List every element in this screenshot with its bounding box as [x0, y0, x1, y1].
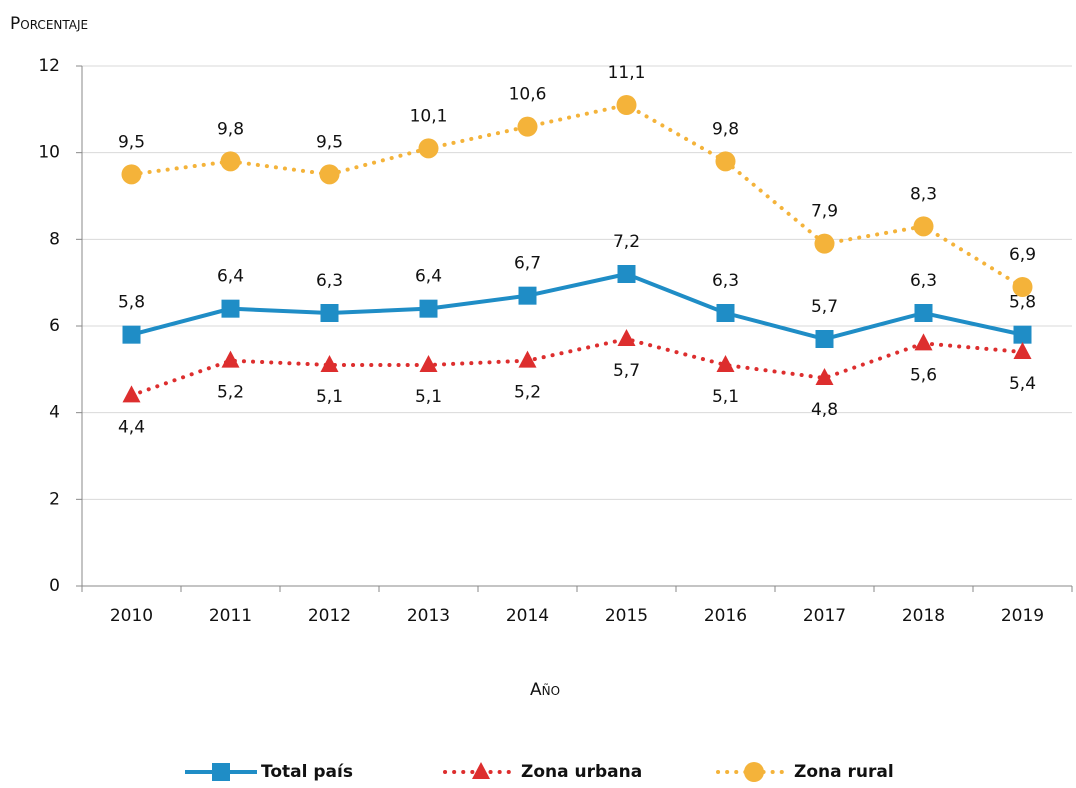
data-label: 5,6 — [910, 365, 937, 385]
x-tick-label: 2010 — [110, 606, 153, 626]
data-label: 5,8 — [118, 293, 145, 313]
data-label: 6,3 — [712, 271, 739, 291]
y-tick-label: 10 — [38, 143, 60, 163]
point — [319, 164, 340, 185]
data-label: 4,8 — [811, 400, 838, 420]
point — [1013, 325, 1032, 344]
data-label: 6,4 — [217, 267, 244, 287]
y-tick-label: 2 — [49, 489, 60, 509]
point — [517, 116, 538, 137]
point — [419, 299, 438, 318]
point — [716, 355, 735, 372]
point — [122, 325, 141, 344]
point — [914, 304, 933, 322]
legend-label: Zona urbana — [521, 762, 642, 782]
data-label: 5,4 — [1009, 374, 1036, 394]
legend-marker — [744, 762, 764, 782]
data-label: 9,5 — [316, 132, 343, 152]
data-label: 9,8 — [712, 119, 739, 139]
data-label: 6,3 — [910, 271, 937, 291]
x-tick-label: 2011 — [209, 606, 252, 626]
data-label: 10,6 — [509, 85, 547, 105]
point — [220, 151, 241, 172]
data-label: 5,7 — [811, 297, 838, 317]
y-tick-label: 0 — [49, 576, 60, 596]
point — [122, 385, 141, 403]
point — [913, 216, 934, 237]
x-tick-label: 2014 — [506, 606, 549, 626]
x-tick-label: 2013 — [407, 606, 450, 626]
data-label: 9,5 — [118, 132, 145, 152]
y-axis-label: Porcentaje — [10, 14, 88, 34]
data-label: 6,9 — [1009, 245, 1036, 265]
x-tick-label: 2018 — [902, 606, 945, 626]
point — [221, 350, 240, 368]
y-tick-label: 4 — [49, 403, 60, 423]
series-line — [129, 102, 1025, 289]
data-label: 10,1 — [410, 106, 448, 126]
legend-marker — [212, 763, 230, 781]
x-axis-label: Año — [530, 680, 560, 700]
data-label: 11,1 — [608, 63, 646, 83]
point — [815, 330, 834, 348]
point — [617, 329, 636, 346]
point — [1013, 342, 1032, 359]
data-label: 5,8 — [1009, 293, 1036, 313]
point — [121, 164, 142, 185]
point — [815, 368, 834, 385]
data-label: 5,1 — [712, 387, 739, 407]
data-label: 4,4 — [118, 417, 145, 437]
legend-label: Total país — [261, 762, 353, 782]
point — [616, 95, 637, 115]
y-tick-label: 8 — [49, 229, 60, 249]
point — [715, 151, 736, 172]
point — [518, 350, 537, 368]
legend-label: Zona rural — [794, 762, 894, 782]
data-label: 6,7 — [514, 254, 541, 274]
point — [418, 138, 439, 159]
data-label: 5,1 — [316, 387, 343, 407]
series-line — [130, 271, 1023, 342]
data-label: 7,9 — [811, 202, 838, 222]
data-label: 5,2 — [514, 383, 541, 403]
data-label: 7,2 — [613, 232, 640, 252]
point — [814, 233, 835, 254]
x-tick-label: 2019 — [1001, 606, 1044, 626]
point — [320, 355, 339, 372]
data-label: 8,3 — [910, 184, 937, 204]
point — [716, 304, 735, 322]
legend-marker — [472, 762, 490, 779]
x-tick-label: 2016 — [704, 606, 747, 626]
point — [1012, 277, 1033, 297]
point — [419, 355, 438, 372]
x-tick-label: 2012 — [308, 606, 351, 626]
point — [914, 333, 933, 351]
data-label: 5,1 — [415, 387, 442, 407]
data-label: 6,4 — [415, 267, 442, 287]
data-label: 5,2 — [217, 383, 244, 403]
series-line — [129, 336, 1025, 398]
x-tick-label: 2015 — [605, 606, 648, 626]
point — [617, 265, 636, 283]
data-label: 5,7 — [613, 361, 640, 381]
point — [320, 304, 339, 322]
data-label: 9,8 — [217, 119, 244, 139]
data-label: 6,3 — [316, 271, 343, 291]
x-tick-label: 2017 — [803, 606, 846, 626]
point — [221, 299, 240, 318]
y-tick-label: 12 — [38, 56, 60, 76]
y-tick-label: 6 — [49, 316, 60, 336]
point — [518, 286, 537, 305]
